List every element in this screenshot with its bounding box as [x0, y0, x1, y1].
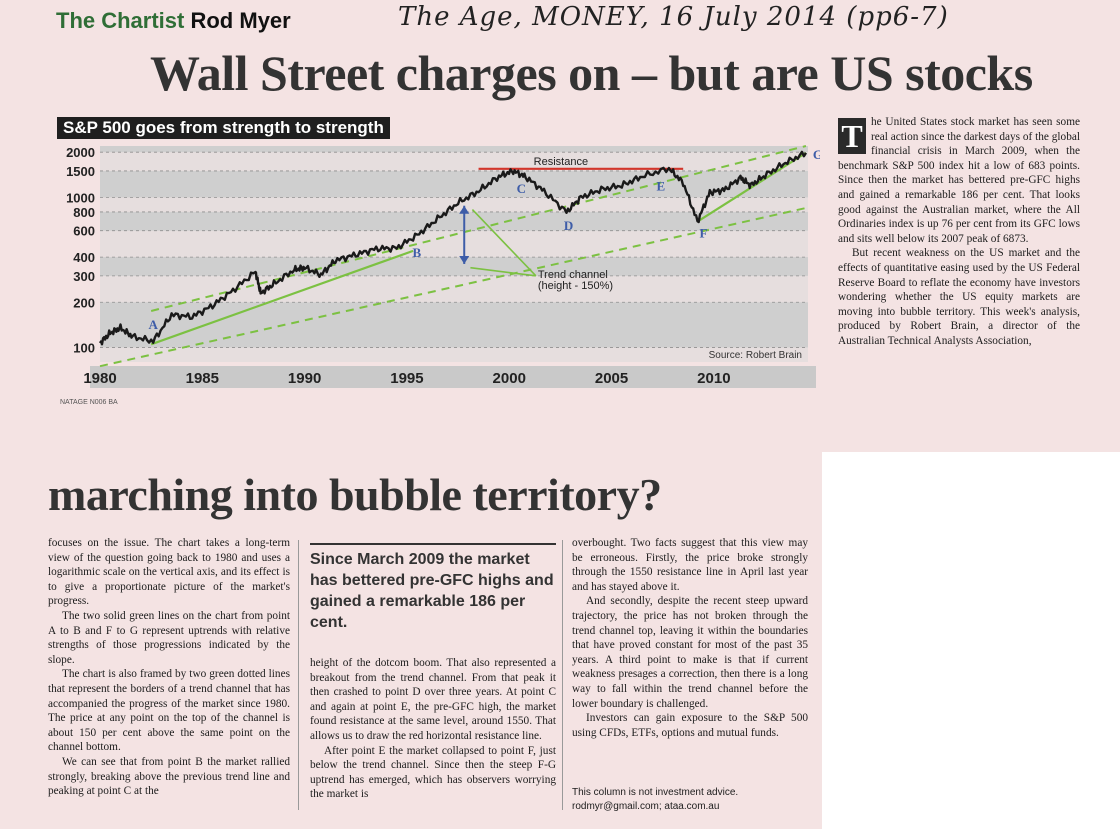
grid-band — [100, 146, 808, 153]
chart-source: Source: Robert Brain — [709, 350, 802, 361]
y-tick-label: 1500 — [66, 164, 95, 179]
x-axis-band — [90, 366, 816, 388]
blank-area — [822, 452, 1120, 829]
credit: NATAGE N006 BA — [60, 399, 118, 406]
author-name: Rod Myer — [190, 8, 291, 33]
pull-quote: Since March 2009 the market has bettered… — [310, 543, 556, 633]
point-label: F — [700, 226, 708, 241]
y-tick-label: 2000 — [66, 145, 95, 160]
point-label: C — [517, 181, 526, 196]
headline-line1: Wall Street charges on – but are US stoc… — [150, 45, 1033, 101]
x-tick-label: 1990 — [288, 370, 321, 387]
handwritten-note: The Age, MONEY, 16 July 2014 (pp6-7) — [398, 2, 949, 32]
x-tick-label: 1995 — [390, 370, 423, 387]
intro-paragraph-2: But recent weakness on the US market and… — [838, 247, 1080, 347]
column-brand: The Chartist Rod Myer — [56, 8, 291, 34]
col1-paragraph-4: We can see that from point B the market … — [48, 755, 290, 798]
annotation-pointer — [471, 208, 537, 277]
headline-line2: marching into bubble territory? — [48, 469, 662, 520]
point-label: A — [149, 317, 159, 332]
point-label: E — [657, 178, 666, 193]
grid-band — [100, 211, 808, 231]
sp500-line — [99, 150, 808, 346]
y-tick-label: 200 — [73, 295, 95, 310]
grid-band — [100, 170, 808, 198]
y-tick-label: 400 — [73, 250, 95, 265]
point-label: B — [413, 245, 422, 260]
y-tick-label: 600 — [73, 224, 95, 239]
x-tick-label: 1985 — [186, 370, 219, 387]
annotation-line1: Trend channel — [538, 269, 608, 281]
col1-paragraph-3: The chart is also framed by two green do… — [48, 668, 290, 754]
y-tick-label: 300 — [73, 269, 95, 284]
col3-paragraph-1: overbought. Two facts suggest that this … — [572, 537, 808, 593]
col3-paragraph-3: Investors can gain exposure to the S&P 5… — [572, 712, 808, 739]
y-tick-label: 100 — [73, 340, 95, 355]
trend-channel-lower — [99, 207, 807, 368]
body-column-1: focuses on the issue. The chart takes a … — [48, 536, 290, 799]
x-tick-label: 2010 — [697, 370, 730, 387]
annotation-pointer — [470, 266, 536, 277]
x-tick-label: 2005 — [595, 370, 628, 387]
column-divider — [298, 540, 299, 810]
body-column-3: overbought. Two facts suggest that this … — [572, 536, 808, 740]
grid-band — [100, 257, 808, 276]
body-column-2: height of the dotcom boom. That also rep… — [310, 656, 556, 802]
chart: 100 200 300 400 600 800 1000 1500 2000 1980 1985 19… — [56, 140, 823, 396]
col3-paragraph-2: And secondly, despite the recent steep u… — [572, 595, 808, 710]
col1-paragraph-1: focuses on the issue. The chart takes a … — [48, 537, 290, 608]
x-tick-label: 1980 — [83, 370, 116, 387]
uptrend-line — [150, 249, 414, 346]
col2-paragraph-2: After point E the market collapsed to po… — [310, 744, 556, 801]
disclaimer-text: This column is not investment advice. — [572, 787, 739, 798]
point-label: G — [813, 147, 820, 162]
contact-emails: rodmyr@gmail.com; ataa.com.au — [572, 801, 720, 812]
grid-band — [100, 302, 808, 348]
y-tick-label: 800 — [73, 205, 95, 220]
column-name: The Chartist — [56, 8, 185, 33]
point-label: D — [564, 218, 573, 233]
annotation-line2: (height - 150%) — [538, 280, 613, 292]
resistance-label: Resistance — [534, 156, 588, 168]
arrow-head-down — [459, 255, 470, 264]
arrow-head-up — [459, 205, 470, 214]
column-divider — [562, 540, 563, 810]
col1-paragraph-2: The two solid green lines on the chart f… — [48, 609, 290, 666]
y-tick-label: 1000 — [66, 190, 95, 205]
drop-cap: T — [838, 118, 866, 154]
x-tick-label: 2000 — [493, 370, 526, 387]
trend-channel-upper — [150, 145, 807, 312]
chart-title: S&P 500 goes from strength to strength — [57, 117, 390, 139]
disclaimer: This column is not investment advice. ro… — [572, 786, 812, 814]
col2-paragraph-1: height of the dotcom boom. That also rep… — [310, 657, 556, 742]
intro-paragraph-1: he United States stock market has seen s… — [838, 116, 1080, 245]
